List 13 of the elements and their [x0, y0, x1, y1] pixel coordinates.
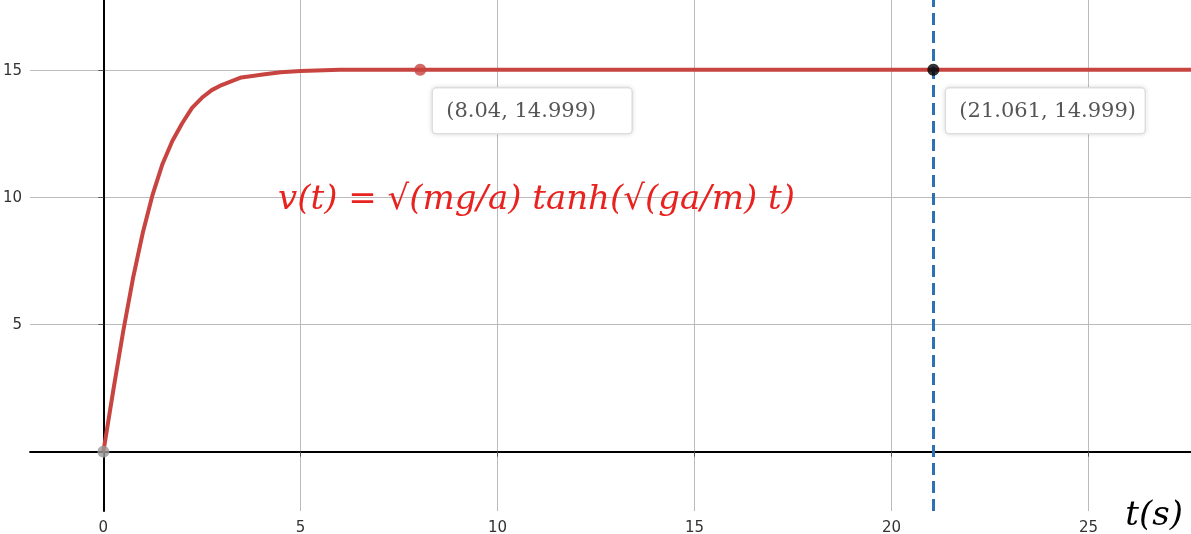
x-tick-label: 25 [1079, 517, 1099, 534]
x-tick-label: 5 [295, 517, 306, 534]
x-tick-label: 20 [881, 517, 902, 534]
x-tick-label: 15 [684, 517, 705, 534]
y-tick-label: 10 [2, 188, 23, 207]
x-tick-label: 0 [98, 517, 109, 534]
annotation: v(t) = √(mg/a) tanh(√(ga/m) t) [278, 177, 795, 217]
x-axis-title: t(s) [1125, 493, 1183, 533]
y-tick-label: 15 [2, 60, 23, 79]
x-tick-label: 10 [487, 517, 507, 534]
annotation: (8.04, 14.999) [446, 98, 597, 123]
annotation: (21.061, 14.999) [959, 98, 1137, 123]
y-tick-label: 5 [12, 315, 23, 334]
